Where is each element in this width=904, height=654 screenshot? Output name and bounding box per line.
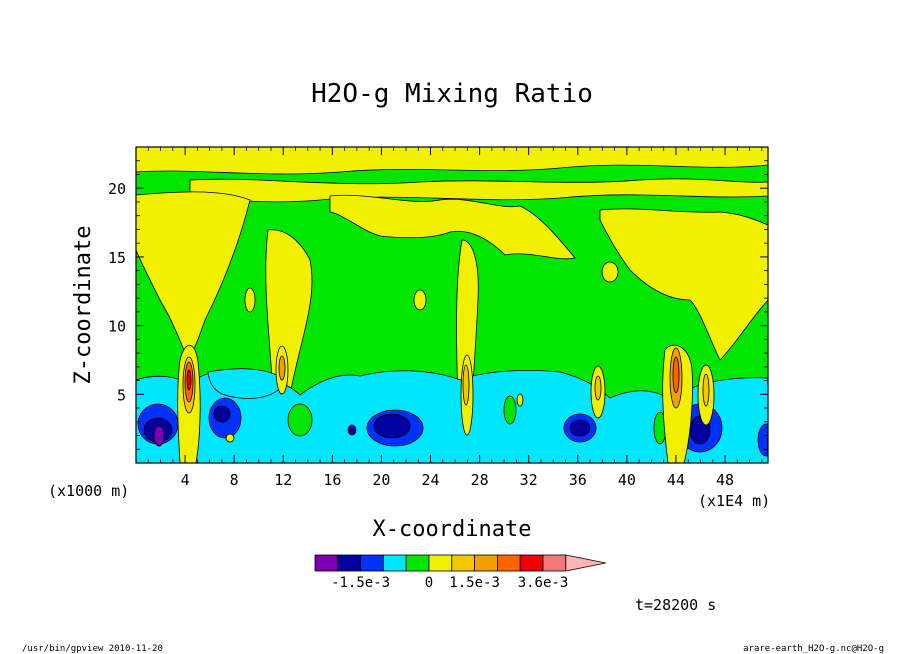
x-ticks: 4 8 12 16 20 24 28 32 36 40 44 48 <box>147 147 763 489</box>
x-tick-label: 24 <box>421 471 439 489</box>
colorbar-label: -1.5e-3 <box>331 575 390 591</box>
plume-1-red <box>186 369 192 391</box>
navy-blob-4 <box>569 419 591 437</box>
x-tick-label: 44 <box>667 471 685 489</box>
purple-blob-1 <box>153 425 165 447</box>
colorbar-cell <box>360 554 384 572</box>
time-label: t=28200 s <box>635 596 716 614</box>
colorbar-cell <box>519 554 544 572</box>
plume-4-gold <box>594 375 602 401</box>
plot-frame <box>135 146 769 464</box>
plume-3-gold <box>462 364 470 406</box>
yellow-island-5 <box>225 433 235 443</box>
colorbar-cell <box>428 554 453 572</box>
colorbar-label: 1.5e-3 <box>449 575 500 591</box>
x-tick-label: 28 <box>471 471 489 489</box>
yellow-island-3 <box>244 287 256 313</box>
y-tick-label: 15 <box>108 249 126 267</box>
y-tick-label: 5 <box>117 386 126 404</box>
colorbar-arrow <box>565 554 606 572</box>
colorbar-cell <box>496 554 521 572</box>
x-unit-left: (x1000 m) <box>48 482 129 500</box>
green-patch-2 <box>503 395 517 425</box>
yellow-upper-plume-right <box>599 208 768 361</box>
x-tick-label: 48 <box>716 471 734 489</box>
colorbar-cell <box>474 554 498 572</box>
y-tick-label: 20 <box>108 180 126 198</box>
navy-blob-6 <box>347 424 357 436</box>
cyan-top-lobe <box>207 368 286 399</box>
colorbar-cell <box>405 554 430 572</box>
x-tick-label: 4 <box>181 471 190 489</box>
x-unit-right: (x1E4 m) <box>698 492 770 510</box>
yellow-island-2 <box>601 261 619 283</box>
x-tick-label: 32 <box>520 471 538 489</box>
x-tick-label: 20 <box>372 471 390 489</box>
colorbar-cell <box>542 554 567 572</box>
yellow-upper-plume-mid <box>329 194 576 260</box>
colorbar-cell <box>382 554 407 572</box>
colorbar-label: 3.6e-3 <box>518 575 569 591</box>
green-patch-1 <box>287 403 313 437</box>
x-axis-label: X-coordinate <box>373 517 532 542</box>
plume-6-gold <box>702 373 710 407</box>
colorbar-cell <box>451 554 475 572</box>
navy-blob-3 <box>373 413 411 439</box>
x-tick-label: 40 <box>618 471 636 489</box>
yellow-island-1 <box>413 289 427 311</box>
colorbar: -1.5e-3 0 1.5e-3 3.6e-3 <box>314 554 606 591</box>
footer-left: /usr/bin/gpview 2010-11-20 <box>22 644 163 654</box>
y-axis-label: Z-coordinate <box>71 226 96 385</box>
navy-blob-2 <box>213 405 231 423</box>
colorbar-cell <box>314 554 339 572</box>
blue-blob-6 <box>757 423 768 457</box>
colorbar-label: 0 <box>425 575 433 591</box>
x-tick-label: 8 <box>230 471 239 489</box>
yellow-island-4 <box>516 393 524 407</box>
colorbar-cell <box>337 554 361 572</box>
x-tick-label: 16 <box>323 471 341 489</box>
y-tick-label: 10 <box>108 318 126 336</box>
plot-area <box>136 147 768 463</box>
chart-title: H2O-g Mixing Ratio <box>311 79 593 109</box>
x-tick-label: 12 <box>274 471 292 489</box>
footer-right: arare-earth_H2O-g.nc@H2O-g <box>743 644 884 654</box>
plume-5-orange <box>672 356 680 394</box>
plume-2-gold <box>278 355 286 381</box>
x-tick-label: 36 <box>569 471 587 489</box>
yellow-upper-plume-left <box>136 191 251 361</box>
yellow-top-layer <box>136 147 768 175</box>
y-ticks: 5 10 15 20 <box>108 160 768 450</box>
